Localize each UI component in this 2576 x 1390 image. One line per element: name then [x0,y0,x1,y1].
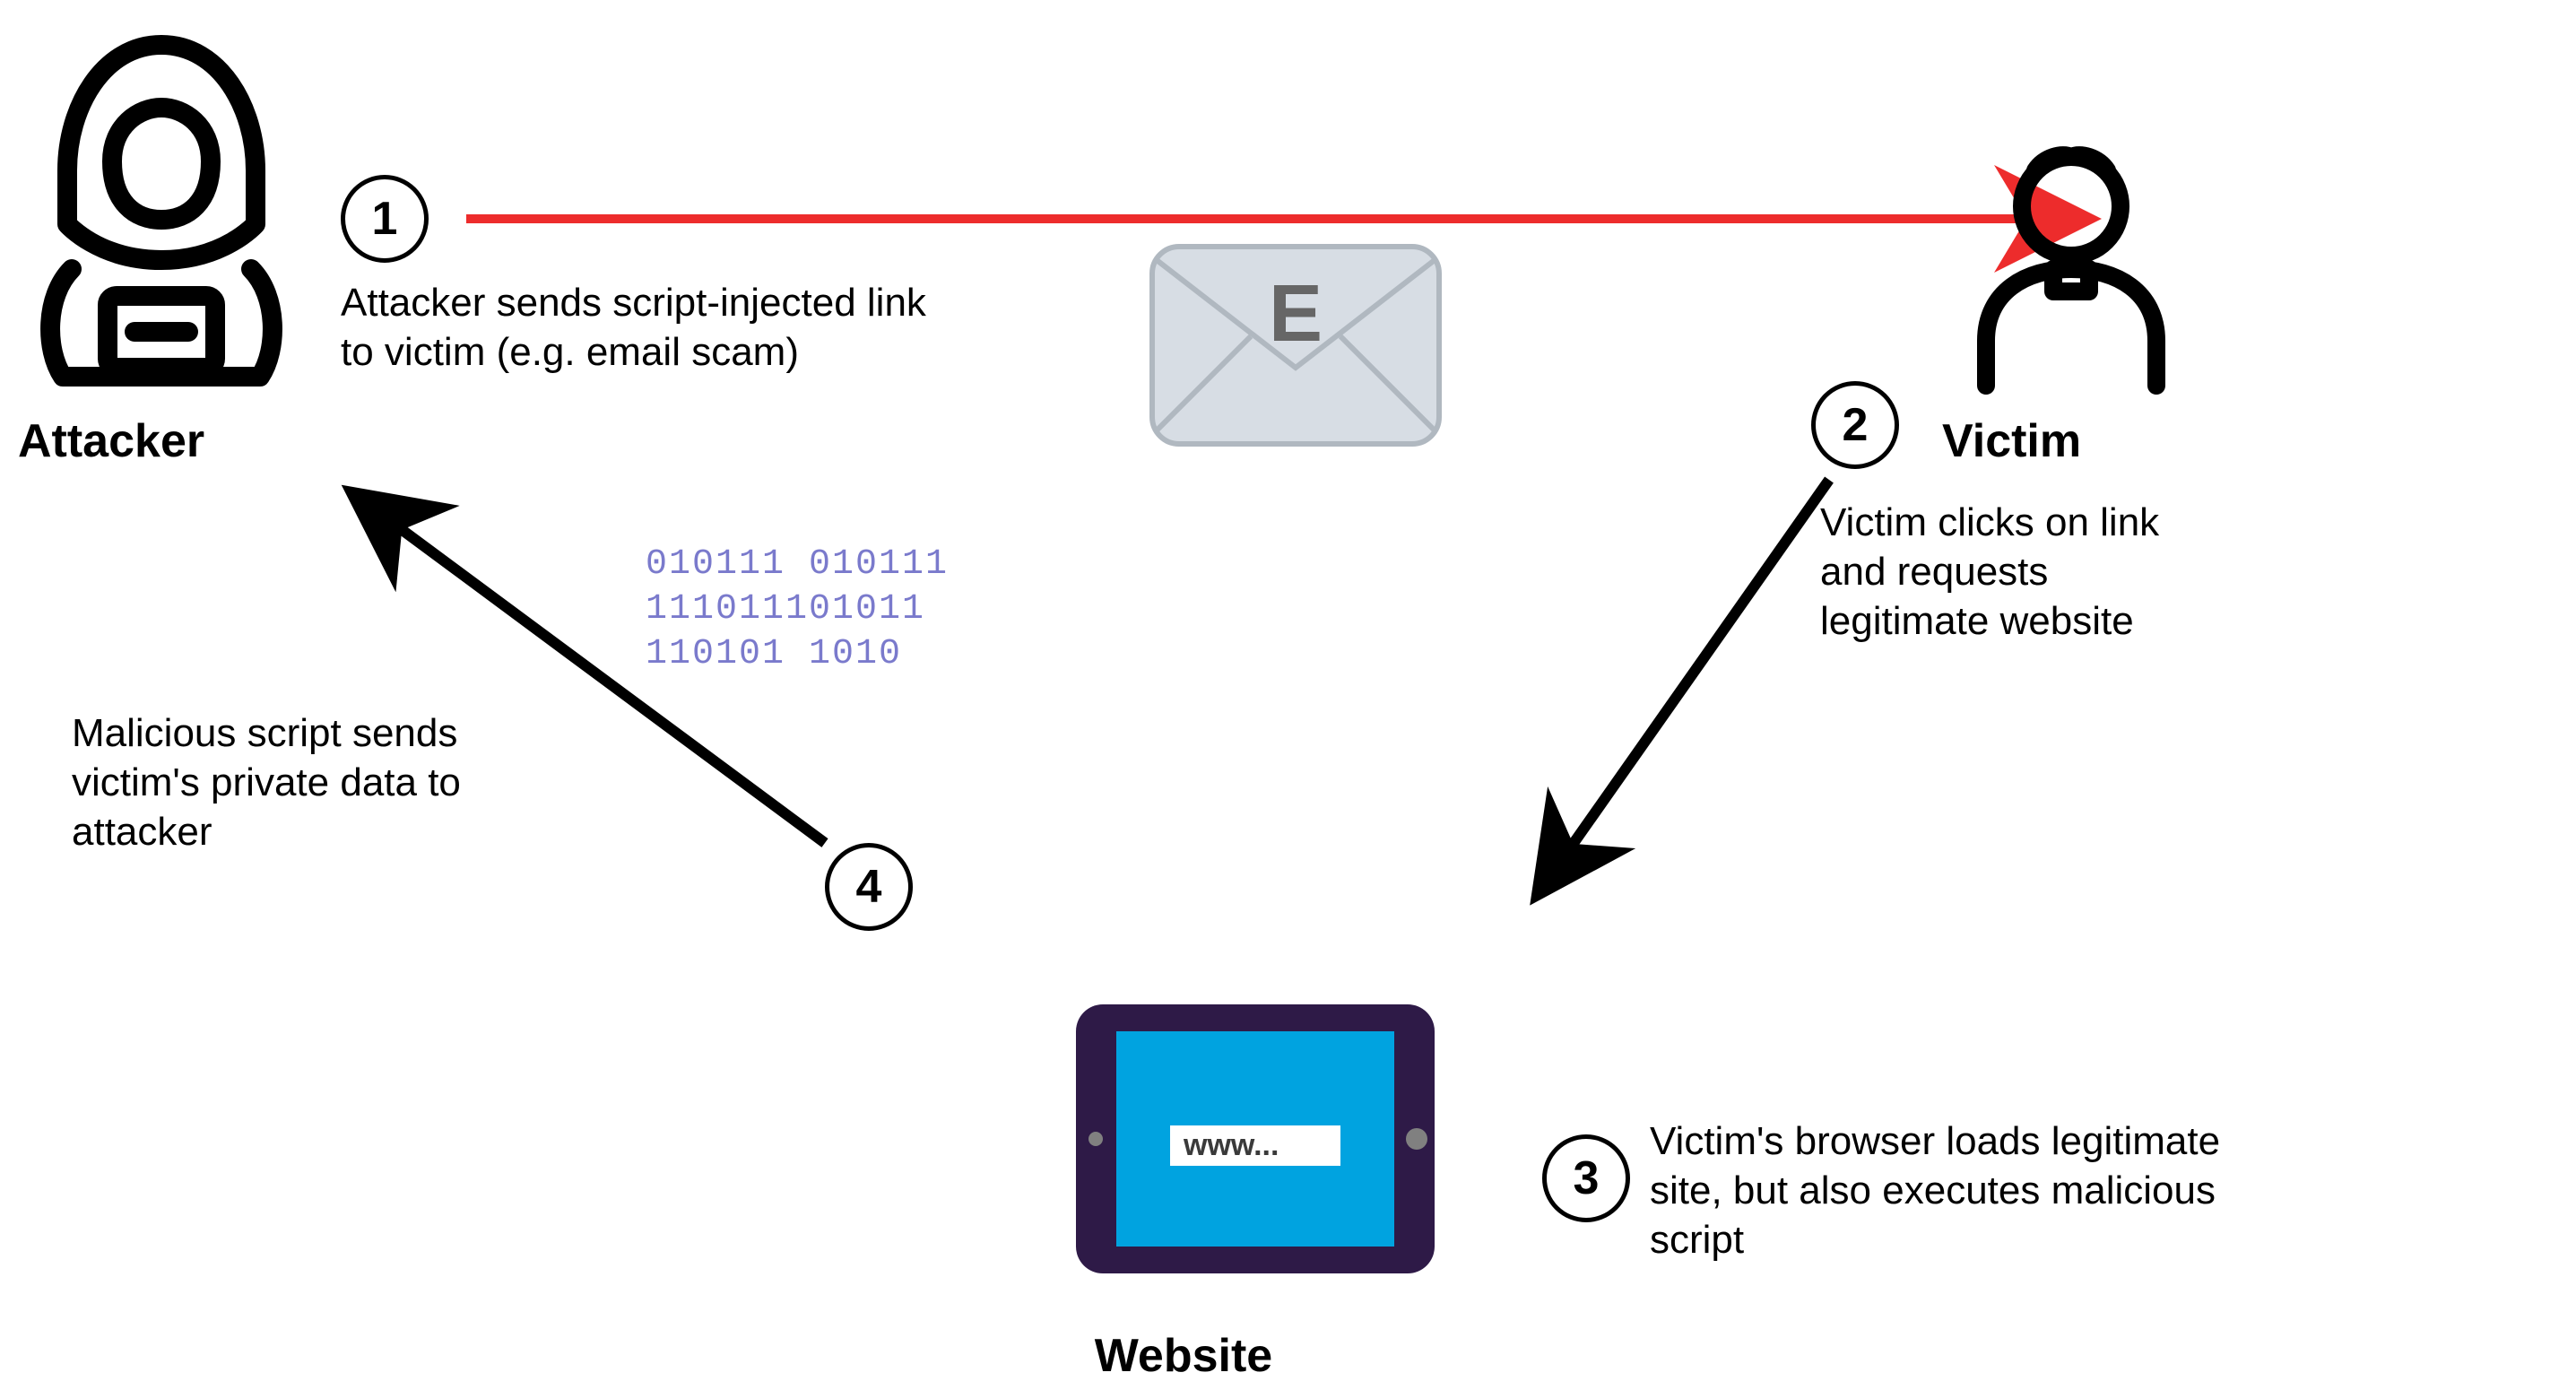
attacker-icon [18,27,305,404]
step-1-badge: 1 [341,175,429,263]
victim-label: Victim [1942,413,2081,471]
step-1-text: Attacker sends script-injected link to v… [341,278,926,377]
step-2-badge: 2 [1811,381,1899,469]
step-4-text: Malicious script sends victim's private … [72,708,461,856]
email-letter: E [1269,269,1323,359]
attacker-label: Attacker [18,413,204,471]
website-icon: www... [1067,995,1444,1282]
email-icon: E [1148,242,1444,448]
diagram-canvas: Attacker Victim E www... Website 1 Attac… [0,0,2576,1390]
website-www-text: www... [1183,1128,1279,1162]
edge-victim-to-website [1542,480,1829,888]
step-3-badge: 3 [1542,1134,1630,1222]
step-4-badge: 4 [825,843,913,931]
step-3-text: Victim's browser loads legitimate site, … [1650,1116,2220,1264]
binary-data-icon: 010111 010111 111011101011 110101 1010 [646,543,949,677]
step-2-text: Victim clicks on link and requests legit… [1820,498,2159,646]
victim-icon [1937,135,2206,404]
website-label: Website [995,1327,1372,1386]
